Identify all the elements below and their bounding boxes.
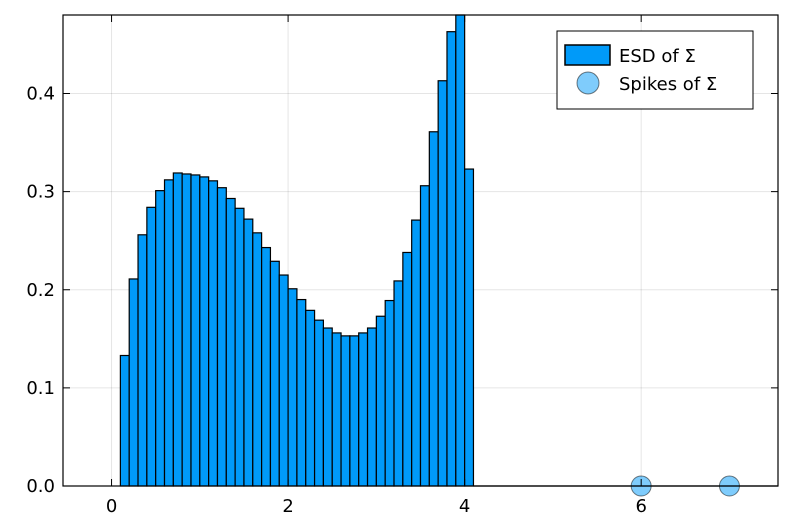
histogram-bar (128, 278, 139, 487)
histogram-bar (384, 299, 395, 487)
histogram-bar (269, 260, 280, 487)
histogram-bar (216, 187, 227, 487)
axis-ticks: 0 2 4 6 0.0 0.1 0.2 0.3 0.4 (26, 15, 778, 517)
histogram-bar (234, 207, 245, 487)
legend-label-scatter: Spikes of Σ (619, 74, 717, 95)
histogram-bar (331, 332, 342, 487)
histogram-bar (252, 232, 263, 487)
histogram-bar (190, 174, 201, 487)
histogram-bar (446, 31, 457, 487)
histogram-bar (402, 251, 413, 487)
histogram-bar (181, 173, 192, 487)
y-tick-label: 0.2 (26, 280, 55, 301)
legend: ESD of Σ Spikes of Σ (556, 30, 754, 110)
histogram-bar (208, 180, 219, 487)
histogram-bar (322, 327, 333, 487)
legend-label-histogram: ESD of Σ (619, 46, 696, 67)
histogram-bar (225, 197, 236, 487)
histogram-bar (437, 80, 448, 487)
x-tick-label: 4 (459, 496, 470, 517)
x-tick-label: 6 (635, 496, 646, 517)
histogram-bar (146, 206, 157, 487)
histogram-bar (163, 179, 174, 487)
histogram-bar (305, 309, 316, 487)
histogram-bar (296, 298, 307, 487)
y-tick-label: 0.0 (26, 476, 55, 497)
histogram-bar (358, 332, 369, 487)
histogram-bar (455, 14, 466, 487)
y-tick-label: 0.4 (26, 84, 55, 105)
plot-frame (62, 14, 779, 487)
y-tick-label: 0.3 (26, 182, 55, 203)
histogram-bars (119, 14, 778, 487)
histogram-bar (287, 288, 298, 487)
histogram-bar (375, 315, 386, 487)
histogram-bar (419, 185, 430, 487)
y-tick-label: 0.1 (26, 378, 55, 399)
histogram-bar (366, 327, 377, 487)
legend-swatch-histogram (564, 44, 611, 66)
histogram-bar (393, 280, 404, 487)
legend-marker-scatter (576, 71, 600, 95)
histogram-bar (428, 131, 439, 487)
histogram-bar (349, 335, 360, 487)
histogram-bar (199, 176, 210, 487)
histogram-bar (172, 172, 183, 487)
x-tick-label: 2 (282, 496, 293, 517)
histogram-bar (137, 234, 148, 487)
histogram-bar (119, 354, 130, 487)
histogram-bar (464, 168, 475, 487)
legend-box (556, 30, 754, 110)
histogram-bar (313, 319, 325, 487)
histogram-bar (340, 335, 351, 487)
x-tick-label: 0 (106, 496, 117, 517)
histogram-bar (155, 190, 166, 487)
histogram-bar (278, 274, 289, 487)
histogram-bar (411, 219, 422, 487)
histogram-bar (261, 246, 272, 487)
histogram-bar (243, 218, 254, 487)
